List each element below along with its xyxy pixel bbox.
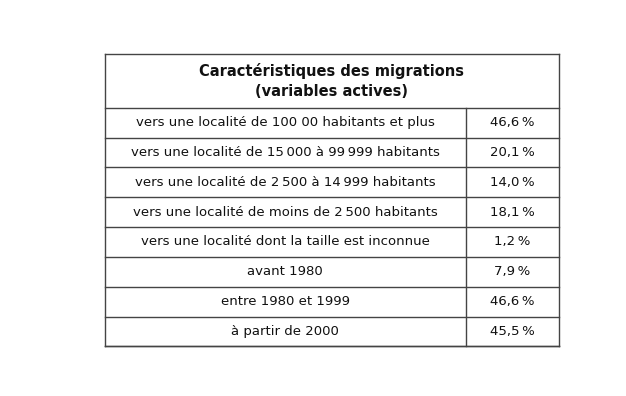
Bar	[105, 137, 558, 168]
Bar	[105, 108, 558, 137]
Text: vers une localité de 2 500 à 14 999 habitants: vers une localité de 2 500 à 14 999 habi…	[135, 176, 436, 189]
Text: 45,5 %: 45,5 %	[490, 325, 535, 338]
Text: vers une localité de 100 00 habitants et plus: vers une localité de 100 00 habitants et…	[136, 116, 434, 129]
Text: entre 1980 et 1999: entre 1980 et 1999	[221, 295, 350, 308]
Bar	[105, 197, 558, 227]
Text: avant 1980: avant 1980	[247, 265, 323, 278]
Text: 20,1 %: 20,1 %	[490, 146, 535, 159]
Text: vers une localité de moins de 2 500 habitants: vers une localité de moins de 2 500 habi…	[133, 206, 438, 219]
Bar	[105, 53, 558, 108]
Bar	[105, 257, 558, 287]
Text: Caractéristiques des migrations
(variables actives): Caractéristiques des migrations (variabl…	[199, 63, 464, 99]
Text: 14,0 %: 14,0 %	[490, 176, 535, 189]
Text: vers une localité de 15 000 à 99 999 habitants: vers une localité de 15 000 à 99 999 hab…	[131, 146, 439, 159]
Text: 18,1 %: 18,1 %	[490, 206, 535, 219]
Text: 7,9 %: 7,9 %	[494, 265, 530, 278]
Bar	[105, 287, 558, 316]
Bar	[105, 316, 558, 346]
Bar	[105, 227, 558, 257]
Text: 1,2 %: 1,2 %	[494, 236, 530, 248]
Text: 46,6 %: 46,6 %	[490, 295, 535, 308]
Bar	[105, 168, 558, 197]
Text: vers une localité dont la taille est inconnue: vers une localité dont la taille est inc…	[141, 236, 429, 248]
Text: à partir de 2000: à partir de 2000	[232, 325, 339, 338]
Text: 46,6 %: 46,6 %	[490, 116, 535, 129]
